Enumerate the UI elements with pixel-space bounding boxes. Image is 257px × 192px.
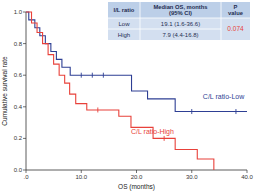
y-tick-label: 0.8 — [14, 41, 23, 47]
median-table: I/L ratio Median OS, months(95% CI) Pvalue… — [108, 2, 250, 40]
y-tick-label: 0.0 — [14, 167, 23, 173]
table-header-bg — [108, 2, 250, 18]
censor-mark — [97, 107, 98, 112]
censor-mark — [81, 73, 82, 78]
y-tick — [23, 75, 26, 76]
x-tick — [191, 170, 192, 173]
x-tick — [81, 170, 82, 173]
chart-root: 0.0 0.2 0.4 0.6 0.8 1.0 .0 10.0 20.0 30.0 40.0 OS (… — [0, 0, 257, 192]
table-cell: 19.1 (1.6-36.6) — [161, 21, 200, 27]
censor-mark — [92, 73, 93, 78]
y-tick — [23, 170, 26, 171]
y-tick-label: 0.2 — [14, 135, 23, 141]
table-header: Median OS, months — [153, 4, 207, 10]
y-tick-label: 0.6 — [14, 72, 23, 78]
table-cell: Low — [118, 21, 130, 27]
censor-mark — [235, 109, 236, 114]
table-line — [221, 2, 222, 40]
x-tick-label: 10.0 — [75, 174, 87, 180]
curve-label: C/L ratio-Low — [203, 93, 245, 100]
chart: 0.0 0.2 0.4 0.6 0.8 1.0 .0 10.0 20.0 30.0 40.0 OS (… — [0, 0, 257, 192]
x-tick — [26, 170, 27, 173]
table-header: P — [234, 4, 238, 10]
table-header: value — [228, 10, 244, 16]
table-line — [140, 2, 141, 40]
y-axis-label: Cumulative survival rate — [1, 56, 8, 126]
x-tick-label: 20.0 — [131, 174, 143, 180]
table-cell: 7.9 (4.4-16.8) — [162, 32, 198, 38]
table-bg — [108, 2, 250, 40]
table-header: (95% CI) — [169, 10, 192, 16]
x-tick — [136, 170, 137, 173]
y-tick — [23, 138, 26, 139]
table-cell: High — [118, 32, 130, 38]
x-axis-label: OS (months) — [118, 183, 155, 191]
y-tick-label: 0.4 — [14, 104, 23, 110]
y-tick — [23, 12, 26, 13]
x-tick-label: .0 — [23, 174, 29, 180]
x-tick-label: 30.0 — [186, 174, 198, 180]
table-line — [108, 18, 250, 19]
table-header: I/L ratio — [114, 7, 135, 13]
y-tick-label: 1.0 — [14, 9, 23, 15]
censor-mark — [191, 109, 192, 114]
censor-mark — [103, 73, 104, 78]
x-tick-label: 40.0 — [241, 174, 253, 180]
curve-label: C/L ratio-High — [131, 128, 174, 136]
p-value: 0.074 — [227, 25, 244, 32]
censor-mark — [164, 136, 165, 141]
x-tick — [247, 170, 248, 173]
table-line — [108, 29, 221, 30]
y-axis — [26, 12, 27, 170]
y-tick — [23, 106, 26, 107]
survival-curve — [26, 12, 214, 170]
y-tick — [23, 43, 26, 44]
